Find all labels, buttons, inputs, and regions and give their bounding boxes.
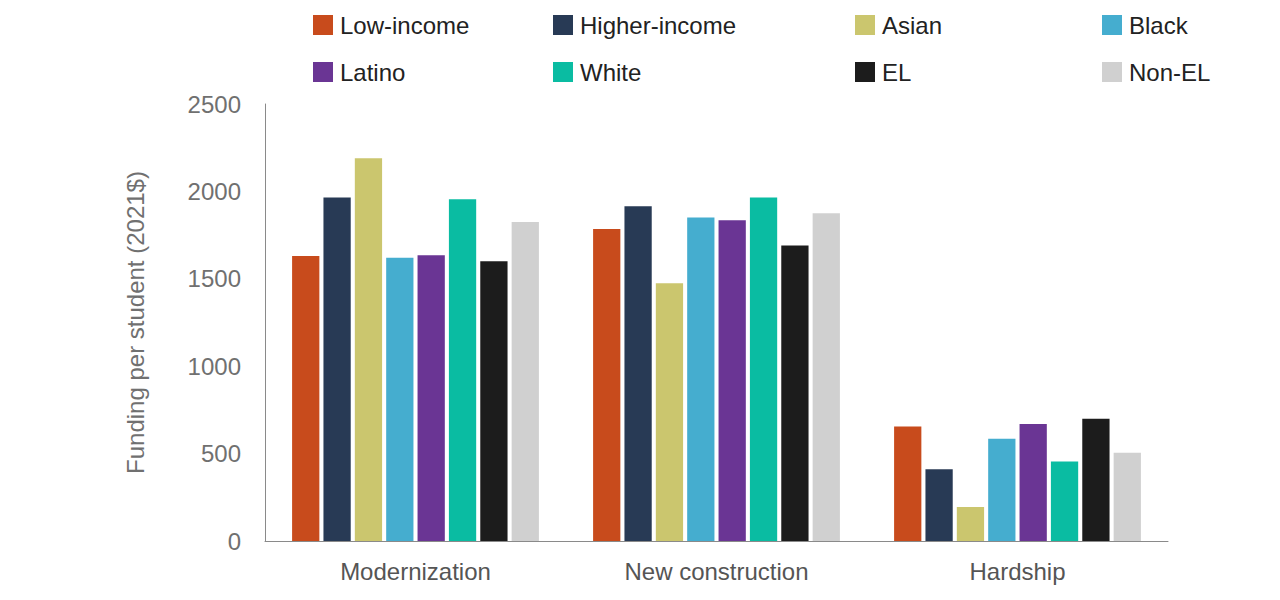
svg-text:1500: 1500 — [188, 265, 241, 292]
svg-text:Black: Black — [1129, 12, 1189, 39]
svg-text:Asian: Asian — [882, 12, 942, 39]
svg-text:Higher-income: Higher-income — [580, 12, 736, 39]
svg-text:Hardship: Hardship — [969, 558, 1065, 585]
svg-text:1000: 1000 — [188, 353, 241, 380]
svg-text:Modernization: Modernization — [340, 558, 491, 585]
svg-text:2500: 2500 — [188, 91, 241, 118]
svg-text:Funding per student (2021$): Funding per student (2021$) — [122, 171, 149, 474]
svg-text:Latino: Latino — [340, 59, 405, 86]
svg-text:Non-EL: Non-EL — [1129, 59, 1210, 86]
svg-text:EL: EL — [882, 59, 911, 86]
svg-text:2000: 2000 — [188, 178, 241, 205]
svg-text:New construction: New construction — [624, 558, 808, 585]
svg-text:White: White — [580, 59, 641, 86]
svg-text:0: 0 — [228, 528, 241, 555]
svg-text:Low-income: Low-income — [340, 12, 469, 39]
svg-text:500: 500 — [201, 440, 241, 467]
